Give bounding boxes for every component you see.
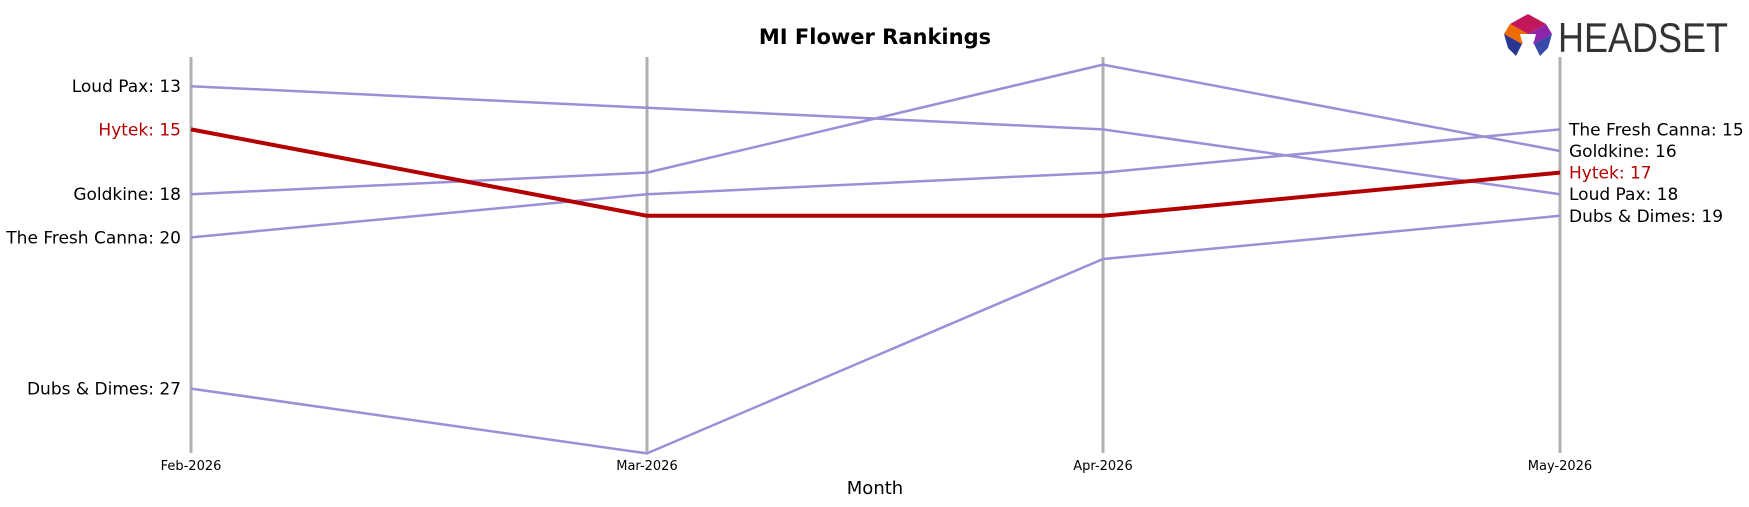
start-label-loud-pax: Loud Pax: 13 (72, 77, 181, 97)
end-label-loud-pax: Loud Pax: 18 (1569, 185, 1678, 205)
end-label-hytek: Hytek: 17 (1569, 164, 1652, 184)
x-axis-label: Month (847, 478, 903, 499)
series-line-hytek (190, 127, 1561, 218)
series-line-loud-pax (190, 84, 1561, 196)
series-line-goldkine (190, 63, 1561, 196)
start-rank-labels: Loud Pax: 13 Goldkine: 18 The Fresh Canna:… (5, 77, 181, 399)
end-label-goldkine: Goldkine: 16 (1569, 142, 1677, 162)
headset-hexagon-logo-icon (1504, 14, 1552, 56)
series-line-the-fresh-canna (190, 128, 1561, 239)
series-lines (190, 63, 1561, 455)
x-tick-labels: Feb-2026 Mar-2026 Apr-2026 May-2026 (161, 459, 1593, 474)
chart-title: MI Flower Rankings (759, 25, 991, 49)
headset-logo: HEADSET (1504, 14, 1728, 61)
end-label-the-fresh-canna: The Fresh Canna: 15 (1568, 120, 1744, 140)
start-label-hytek: Hytek: 15 (98, 120, 181, 140)
month-gridlines (189, 57, 1562, 453)
x-tick-label: Mar-2026 (616, 459, 677, 474)
start-label-dubs-dimes: Dubs & Dimes: 27 (27, 380, 181, 400)
logo-wordmark: HEADSET (1558, 14, 1728, 61)
series-line-dubs-dimes (190, 214, 1561, 455)
x-tick-label: Apr-2026 (1073, 459, 1132, 474)
start-label-goldkine: Goldkine: 18 (73, 185, 181, 205)
start-label-the-fresh-canna: The Fresh Canna: 20 (5, 228, 181, 248)
x-tick-label: May-2026 (1528, 459, 1592, 474)
x-tick-label: Feb-2026 (161, 459, 222, 474)
end-label-dubs-dimes: Dubs & Dimes: 19 (1569, 207, 1723, 227)
